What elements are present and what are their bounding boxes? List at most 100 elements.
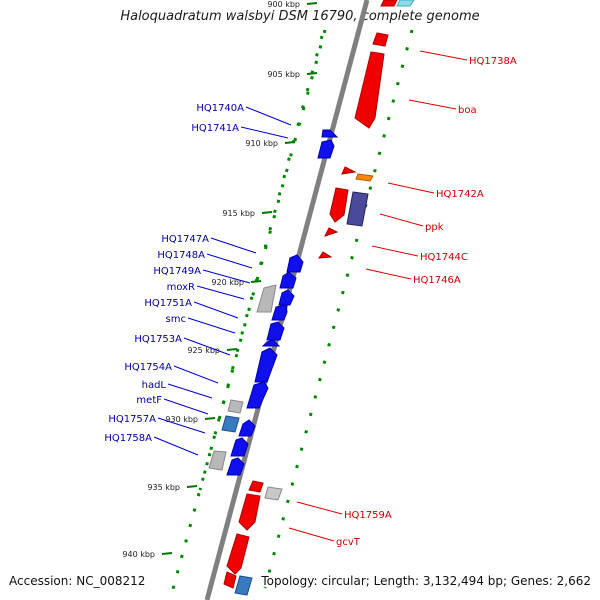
leader-line bbox=[153, 436, 199, 456]
gene-arrow[interactable] bbox=[279, 271, 297, 289]
gene-arrow[interactable] bbox=[278, 289, 295, 306]
scale-tick-label: 905 kbp bbox=[267, 70, 300, 79]
gene-block-gray[interactable] bbox=[227, 399, 244, 414]
gene-arrow[interactable] bbox=[329, 187, 349, 223]
leader-line bbox=[193, 301, 239, 319]
gene-label-metF[interactable]: metF bbox=[136, 395, 162, 406]
gene-label-HQ1757A[interactable]: HQ1757A bbox=[108, 414, 156, 425]
gene-block-gray[interactable] bbox=[256, 284, 277, 313]
scale-tick bbox=[226, 348, 238, 351]
leader-line bbox=[167, 383, 213, 399]
gene-label-smc[interactable]: smc bbox=[166, 314, 186, 325]
leader-line bbox=[183, 337, 231, 356]
leader-line bbox=[163, 398, 209, 415]
leader-line bbox=[202, 269, 251, 284]
gene-label-HQ1744C[interactable]: HQ1744C bbox=[420, 252, 468, 263]
reverse-pseudo-features bbox=[208, 284, 277, 471]
scale-tick bbox=[204, 417, 216, 420]
leader-line bbox=[196, 285, 245, 300]
gene-arrow[interactable] bbox=[317, 139, 335, 159]
gene-arrow[interactable] bbox=[318, 251, 333, 259]
forward-features bbox=[223, 0, 398, 589]
gene-arrow[interactable] bbox=[271, 304, 288, 321]
leader-line bbox=[365, 268, 412, 280]
gene-arrow[interactable] bbox=[266, 321, 285, 341]
gene-arrow[interactable] bbox=[248, 480, 264, 493]
scale-tick-label: 940 kbp bbox=[122, 550, 155, 559]
gene-arrow[interactable] bbox=[286, 254, 304, 273]
gene-arrow[interactable] bbox=[372, 32, 389, 47]
gene-arrow[interactable] bbox=[254, 347, 278, 383]
scale-tick bbox=[284, 141, 296, 144]
scale-tick-label: 930 kbp bbox=[165, 415, 198, 424]
scale-tick bbox=[306, 2, 318, 5]
gene-label-HQ1758A[interactable]: HQ1758A bbox=[104, 433, 152, 444]
gene-label-hadL[interactable]: hadL bbox=[142, 380, 167, 391]
scale-tick-label: 935 kbp bbox=[147, 483, 180, 492]
gene-arrow[interactable] bbox=[380, 0, 398, 7]
scale-tick-label: 900 kbp bbox=[267, 0, 300, 9]
gene-arrow[interactable] bbox=[324, 227, 339, 237]
leader-line bbox=[210, 237, 257, 254]
scale-tick-label: 910 kbp bbox=[245, 139, 278, 148]
scale-tick bbox=[306, 72, 318, 75]
gene-arrow[interactable] bbox=[226, 457, 245, 476]
genome-summary-text: Topology: circular; Length: 3,132,494 bp… bbox=[261, 574, 591, 588]
gene-block-orange[interactable] bbox=[355, 173, 374, 182]
gene-arrow[interactable] bbox=[238, 419, 256, 437]
forward-strand-dotted-line bbox=[263, 29, 414, 589]
gene-label-HQ1759A[interactable]: HQ1759A bbox=[344, 510, 392, 521]
map-title: Haloquadratum walsbyi DSM 16790, complet… bbox=[120, 9, 480, 24]
leader-line bbox=[245, 106, 292, 126]
gene-arrow[interactable] bbox=[238, 493, 261, 531]
gene-label-HQ1738A[interactable]: HQ1738A bbox=[469, 56, 517, 67]
gene-label-HQ1749A[interactable]: HQ1749A bbox=[153, 266, 201, 277]
leader-line bbox=[206, 253, 253, 269]
gene-label-HQ1754A[interactable]: HQ1754A bbox=[124, 362, 172, 373]
gene-label-moxR[interactable]: moxR bbox=[167, 282, 195, 293]
leader-line bbox=[296, 501, 343, 515]
gene-label-HQ1742A[interactable]: HQ1742A bbox=[436, 189, 484, 200]
gene-label-HQ1747A[interactable]: HQ1747A bbox=[161, 234, 209, 245]
leader-line bbox=[387, 182, 435, 194]
scale-tick-label: 915 kbp bbox=[222, 209, 255, 218]
gene-block-slate[interactable] bbox=[346, 191, 369, 227]
gene-label-HQ1746A[interactable]: HQ1746A bbox=[413, 275, 461, 286]
gene-arrow[interactable] bbox=[261, 339, 281, 347]
gene-arrow[interactable] bbox=[246, 381, 269, 409]
leader-line bbox=[371, 245, 419, 257]
accession-text: Accession: NC_008212 bbox=[9, 574, 146, 588]
scale-tick bbox=[161, 552, 173, 555]
gene-label-HQ1748A[interactable]: HQ1748A bbox=[157, 250, 205, 261]
scale-tick-label: 925 kbp bbox=[187, 346, 220, 355]
gene-block-gray[interactable] bbox=[208, 450, 227, 471]
scale-tick bbox=[186, 485, 198, 488]
gene-label-gcvT[interactable]: gcvT bbox=[336, 537, 361, 548]
gene-arrow[interactable] bbox=[354, 51, 385, 129]
gene-label-ppk[interactable]: ppk bbox=[425, 222, 444, 233]
leader-line bbox=[187, 317, 236, 334]
leader-line bbox=[288, 527, 335, 542]
gene-label-HQ1740A[interactable]: HQ1740A bbox=[196, 103, 244, 114]
gene-arrow[interactable] bbox=[230, 437, 249, 457]
gene-arrow[interactable] bbox=[223, 571, 237, 589]
leader-line bbox=[173, 365, 219, 384]
gene-arrow[interactable] bbox=[321, 129, 339, 138]
gene-block-gray[interactable] bbox=[264, 486, 283, 501]
gene-block-cyan[interactable] bbox=[396, 0, 415, 7]
gene-arrow[interactable] bbox=[226, 533, 250, 575]
gene-label-HQ1753A[interactable]: HQ1753A bbox=[134, 334, 182, 345]
gene-label-HQ1751A[interactable]: HQ1751A bbox=[144, 298, 192, 309]
scale-tick-label: 920 kbp bbox=[211, 278, 244, 287]
forward-other-features bbox=[234, 0, 415, 596]
leader-line bbox=[157, 417, 206, 434]
leader-line bbox=[408, 99, 457, 110]
gene-label-HQ1741A[interactable]: HQ1741A bbox=[191, 123, 239, 134]
gene-block-steelblue[interactable] bbox=[221, 415, 240, 433]
scale-tick bbox=[250, 280, 262, 283]
gene-block-steelblue[interactable] bbox=[234, 575, 253, 596]
gene-label-boa[interactable]: boa bbox=[458, 105, 477, 116]
gene-arrow[interactable] bbox=[341, 166, 357, 175]
reverse-features bbox=[226, 129, 339, 476]
